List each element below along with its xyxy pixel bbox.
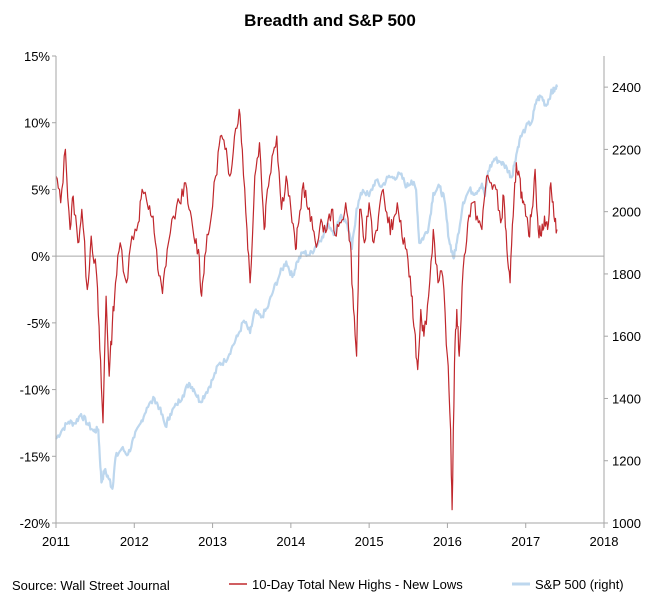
x-tick-label: 2018 [590,534,619,549]
x-tick-label: 2013 [198,534,227,549]
x-tick-label: 2015 [355,534,384,549]
right-tick-label: 1000 [612,516,641,531]
left-tick-label: 15% [24,49,50,64]
left-tick-label: 0% [31,249,50,264]
left-tick-label: -10% [20,383,51,398]
x-tick-label: 2017 [511,534,540,549]
x-tick-label: 2016 [433,534,462,549]
axes-layer [52,55,608,528]
left-tick-label: -20% [20,516,51,531]
breadth-line [55,108,558,511]
breadth-series-layer [55,108,558,511]
chart-title: Breadth and S&P 500 [244,11,416,30]
legend: 10-Day Total New Highs - New Lows S&P 50… [229,577,624,592]
right-tick-label: 1200 [612,454,641,469]
right-tick-label: 2400 [612,80,641,95]
left-tick-label: -15% [20,449,51,464]
tick-labels-layer: 15% 10% 5% 0% -5% -10% -15% -20% 2400 2200 2000 180… [20,49,641,549]
right-tick-label: 2200 [612,142,641,157]
left-tick-label: 5% [31,182,50,197]
left-tick-label: -5% [27,316,51,331]
left-tick-label: 10% [24,116,50,131]
legend-breadth-label: 10-Day Total New Highs - New Lows [252,577,463,592]
source-note: Source: Wall Street Journal [12,578,170,593]
x-tick-label: 2012 [120,534,149,549]
right-tick-label: 1400 [612,391,641,406]
x-tick-label: 2011 [42,534,70,549]
right-tick-label: 1800 [612,267,641,282]
legend-sp500-label: S&P 500 (right) [535,577,624,592]
x-tick-label: 2014 [276,534,305,549]
right-tick-label: 1600 [612,329,641,344]
right-tick-label: 2000 [612,205,641,220]
